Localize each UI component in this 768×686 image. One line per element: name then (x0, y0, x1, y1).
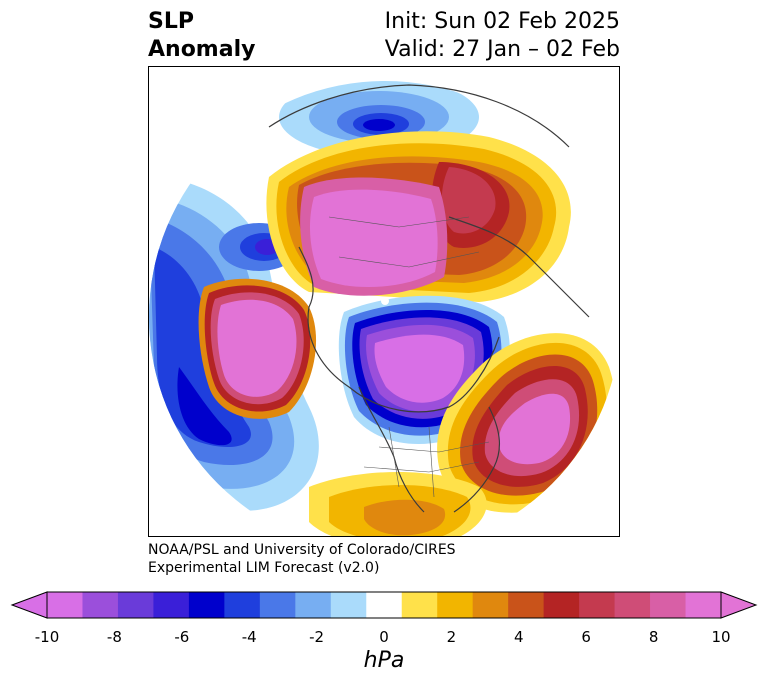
arctic-core-anomaly (300, 177, 448, 296)
colorbar-tick-label: -2 (309, 628, 325, 646)
colorbar-segment (224, 592, 261, 618)
colorbar-segment (259, 592, 296, 618)
forecast-dates: Init: Sun 02 Feb 2025 Valid: 27 Jan – 02… (385, 8, 620, 64)
anomaly-map (149, 81, 619, 536)
colorbar-tick-label: 8 (648, 628, 659, 646)
colorbar-extend-low (10, 591, 48, 619)
borders (328, 216, 490, 498)
valid-range: Valid: 27 Jan – 02 Feb (384, 37, 620, 62)
colorbar-segment (47, 592, 83, 618)
colorbar-segment (508, 592, 545, 618)
colorbar-segment (366, 592, 403, 618)
colorbar-tick-label: 10 (711, 628, 731, 646)
colorbar-outline (46, 591, 722, 619)
title-line-1: SLP (148, 9, 194, 34)
colorbar-segment (614, 592, 651, 618)
colorbar-tick-label: -6 (174, 628, 190, 646)
colorbar-segment (472, 592, 509, 618)
colorbar-tick-label: -10 (34, 628, 60, 646)
colorbar-tick-label: -8 (106, 628, 122, 646)
colorbar-segment (153, 592, 190, 618)
pacific-magenta-anomaly (198, 278, 317, 419)
colorbar-segment (117, 592, 154, 618)
coastlines (268, 84, 590, 513)
colorbar-segment (650, 592, 687, 618)
data-credit: NOAA/PSL and University of Colorado/CIRE… (148, 541, 456, 577)
credit-line-1: NOAA/PSL and University of Colorado/CIRE… (148, 542, 456, 558)
colorbar-segment (543, 592, 580, 618)
north-pole-marker (381, 297, 389, 305)
colorbar-tick-label: 4 (514, 628, 524, 646)
atlantic-positive-anomaly (437, 333, 616, 513)
title-line-2: Anomaly (148, 37, 256, 62)
colorbar-extend-high (720, 591, 758, 619)
colorbar-segment (82, 592, 119, 618)
init-date: Init: Sun 02 Feb 2025 (384, 9, 620, 34)
colorbar-segment (401, 592, 438, 618)
colorbar-tick-label: -4 (241, 628, 257, 646)
colorbar-unit-label: hPa (363, 648, 405, 673)
colorbar-segments (10, 591, 758, 619)
map-title: SLP Anomaly (148, 8, 255, 64)
colorbar-segment (685, 592, 722, 618)
credit-line-2: Experimental LIM Forecast (v2.0) (148, 560, 380, 576)
colorbar-tick-label: 6 (581, 628, 591, 646)
map-panel (148, 66, 620, 537)
colorbar-segment (295, 592, 332, 618)
colorbar-tick-label: 0 (379, 628, 389, 646)
colorbar-tick-label: 2 (446, 628, 457, 646)
subtropical-positive-band (309, 472, 487, 536)
colorbar-segment (579, 592, 616, 618)
colorbar (10, 591, 758, 619)
colorbar-segment (330, 592, 367, 618)
colorbar-segment (188, 592, 225, 618)
colorbar-segment (437, 592, 474, 618)
